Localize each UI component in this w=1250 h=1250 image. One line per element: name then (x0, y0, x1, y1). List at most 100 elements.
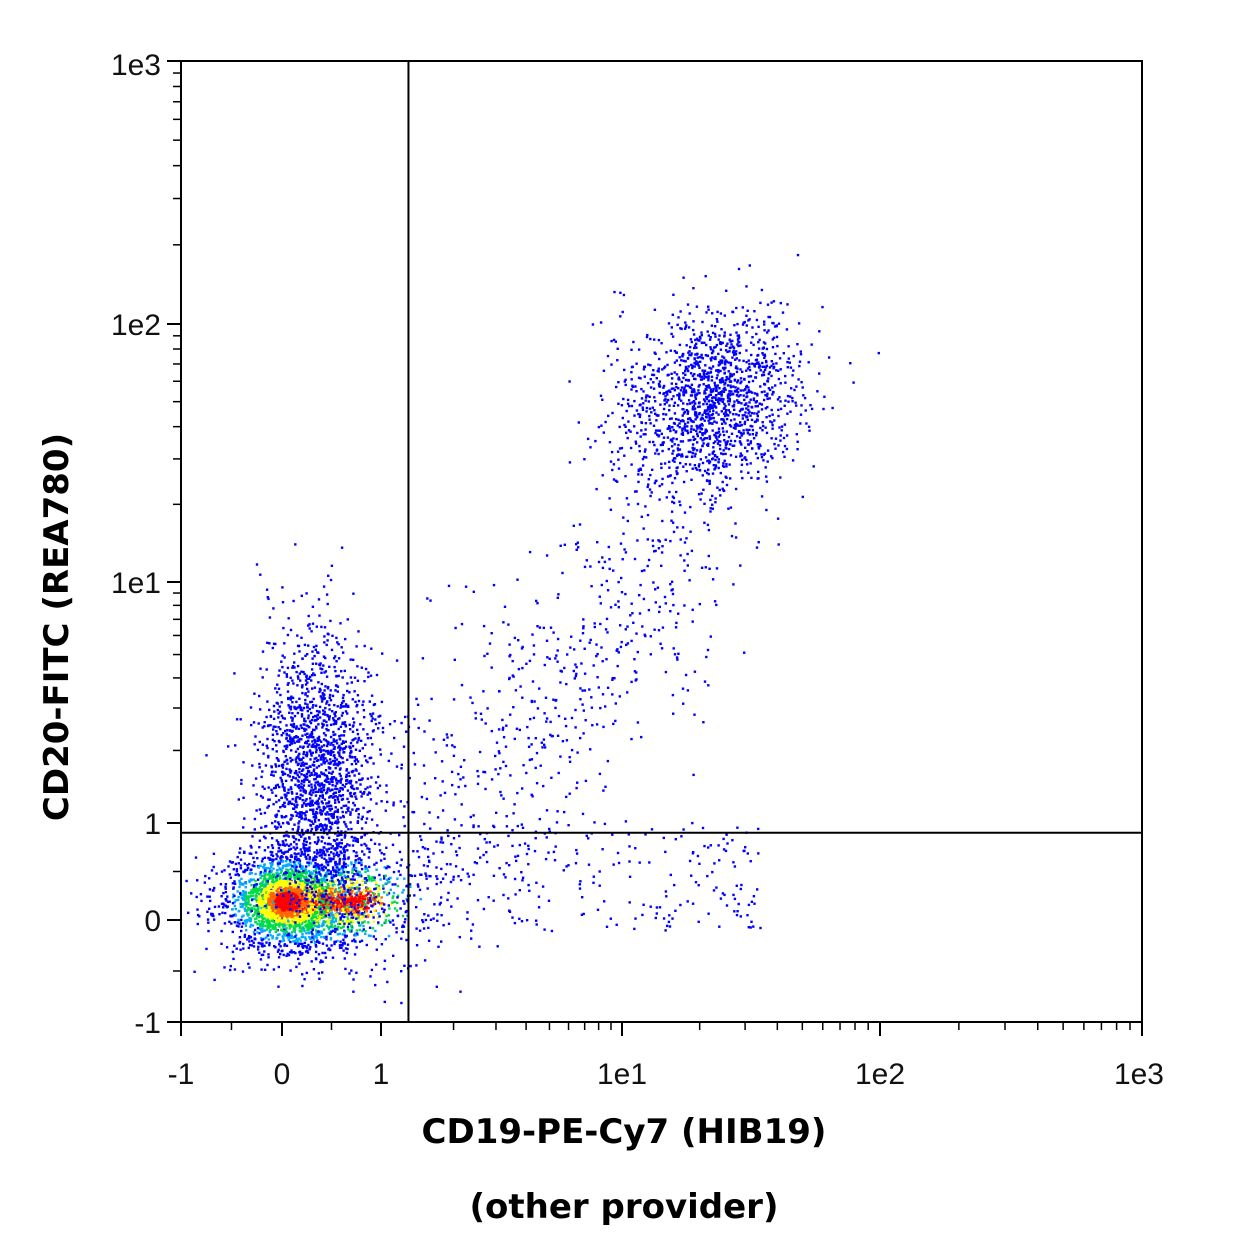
event-dot (261, 953, 265, 956)
event-dot (314, 913, 317, 916)
event-dot (335, 838, 339, 841)
event-dot (318, 977, 321, 980)
event-dot (285, 863, 288, 866)
event-dot (334, 909, 337, 912)
event-dot (334, 861, 337, 864)
event-dot (293, 661, 296, 664)
event-dot (342, 741, 345, 744)
event-dot (259, 873, 262, 876)
event-dot (278, 867, 281, 870)
event-dot (298, 904, 301, 908)
event-dot (294, 882, 297, 885)
event-dot (223, 869, 226, 872)
event-dot (273, 886, 277, 889)
event-dot (308, 802, 311, 805)
event-dot (369, 887, 372, 890)
event-dot (303, 876, 306, 879)
event-dot (286, 894, 290, 897)
event-dot (400, 937, 403, 940)
event-dot (284, 755, 287, 758)
event-dot (300, 835, 303, 838)
event-dot (287, 888, 290, 891)
event-dot (323, 671, 326, 674)
event-dot (357, 736, 361, 740)
event-dot (224, 887, 227, 890)
event-dot (388, 880, 391, 884)
event-dot (391, 896, 394, 900)
event-dot (338, 871, 341, 874)
event-dot (363, 898, 366, 901)
event-dot (364, 667, 368, 671)
event-dot (285, 815, 288, 818)
event-dot (328, 899, 331, 902)
event-dot (240, 896, 244, 900)
event-dot (325, 824, 328, 827)
event-dot (324, 685, 327, 688)
event-dot (332, 902, 335, 905)
event-dot (318, 897, 321, 900)
event-dot (266, 700, 269, 703)
event-dot (279, 825, 282, 828)
event-dot (354, 902, 357, 905)
event-dot (345, 782, 348, 786)
event-dot (319, 873, 322, 876)
event-dot (311, 810, 315, 813)
event-dot (358, 910, 361, 913)
event-dot (391, 883, 394, 886)
event-dot (293, 909, 296, 912)
event-dot (274, 903, 278, 907)
event-dot (338, 946, 342, 949)
event-dot (351, 916, 355, 919)
event-dot (310, 940, 313, 944)
event-dot (360, 900, 363, 903)
event-dot (276, 893, 279, 896)
event-dot (372, 920, 376, 924)
event-dot (318, 890, 322, 894)
event-dot (262, 835, 266, 838)
event-dot (336, 939, 339, 943)
event-dot (349, 902, 352, 905)
event-dot (258, 932, 261, 935)
event-dot (266, 918, 269, 921)
event-dot (258, 927, 261, 931)
event-dot (340, 646, 343, 649)
event-dot (287, 880, 290, 883)
event-dot (366, 737, 370, 740)
event-dot (345, 825, 348, 828)
event-dot (206, 910, 209, 913)
event-dot (361, 850, 364, 853)
event-dot (321, 910, 324, 913)
event-dot (269, 934, 272, 937)
event-dot (276, 783, 279, 787)
event-dot (293, 862, 296, 865)
event-dot (287, 869, 290, 872)
event-dot (338, 890, 341, 893)
event-dot (276, 872, 280, 875)
event-dot (305, 971, 308, 975)
event-dot (289, 876, 292, 879)
event-dot (330, 912, 333, 915)
event-dot (371, 876, 374, 879)
event-dot (252, 856, 255, 860)
event-dot (362, 913, 365, 916)
event-dot (348, 844, 351, 847)
event-dot (326, 909, 330, 912)
event-dot (367, 874, 370, 878)
event-dot (331, 892, 334, 895)
event-dot (291, 872, 295, 875)
event-dot (279, 843, 282, 847)
event-dot (300, 850, 303, 854)
event-dot (271, 904, 274, 907)
event-dot (274, 946, 277, 949)
event-dot (238, 851, 241, 854)
event-dot (239, 847, 242, 850)
event-dot (294, 923, 297, 927)
event-dot (274, 922, 277, 926)
event-dot (298, 672, 301, 675)
event-dot (321, 772, 324, 775)
event-dot (290, 914, 293, 917)
event-dot (325, 828, 328, 831)
event-dot (297, 907, 301, 910)
event-dot (286, 821, 290, 824)
event-dot (287, 844, 291, 848)
